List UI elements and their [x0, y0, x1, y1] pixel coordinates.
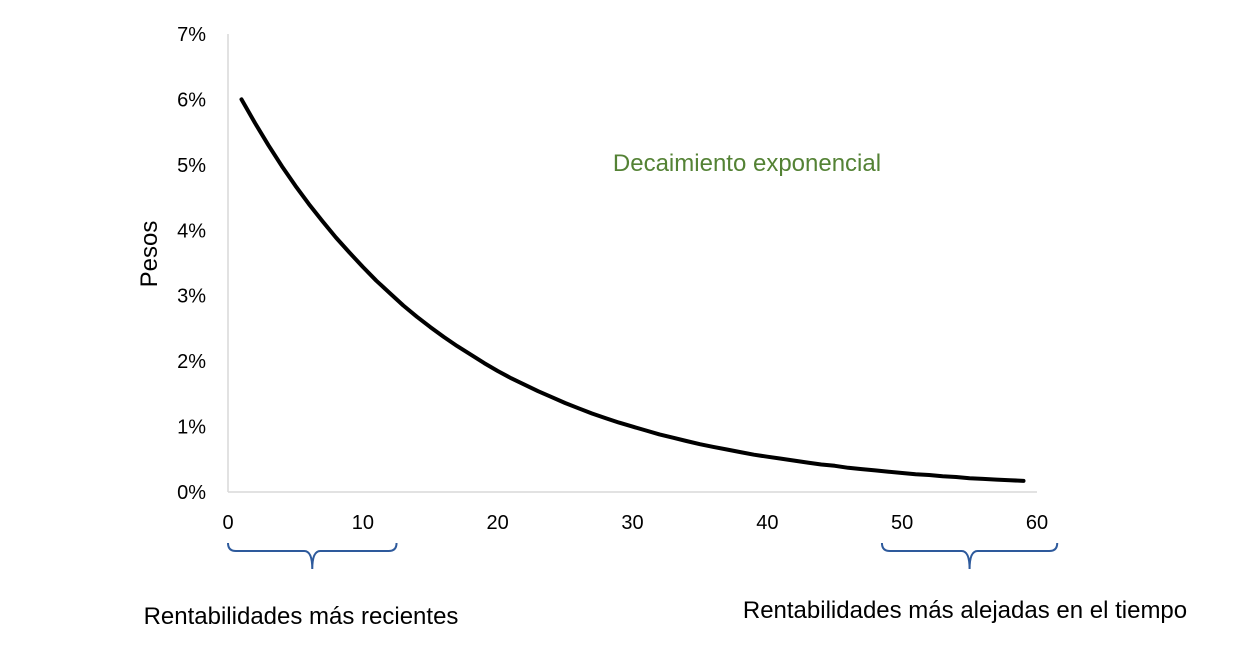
- x-tick-label: 0: [222, 512, 233, 534]
- brackets-group: [227, 542, 1059, 570]
- y-axis-label: Pesos: [136, 221, 163, 288]
- series-group: [239, 97, 1026, 483]
- x-tick-labels: 0 10 20 30 40 50 60: [222, 512, 1048, 534]
- y-tick-label: 3%: [177, 286, 206, 308]
- y-tick-label: 5%: [177, 155, 206, 177]
- y-tick-label: 2%: [177, 351, 206, 373]
- y-tick-label: 0%: [177, 482, 206, 504]
- y-tick-label: 6%: [177, 89, 206, 111]
- y-tick-label: 4%: [177, 220, 206, 242]
- bracket-label-distant: Rentabilidades más alejadas en el tiempo: [743, 597, 1187, 624]
- bracket-1: [880, 542, 1059, 570]
- x-tick-label: 20: [487, 512, 509, 534]
- x-tick-label: 40: [756, 512, 778, 534]
- x-tick-label: 10: [352, 512, 374, 534]
- y-tick-label: 1%: [177, 417, 206, 439]
- axes: [227, 34, 1037, 493]
- series-line-0: [239, 97, 1026, 483]
- x-tick-label: 50: [891, 512, 913, 534]
- annotation-decay: Decaimiento exponencial: [613, 150, 881, 177]
- x-tick-label: 60: [1026, 512, 1048, 534]
- y-tick-label: 7%: [177, 24, 206, 46]
- bracket-0: [227, 542, 398, 570]
- x-tick-label: 30: [621, 512, 643, 534]
- bracket-label-recent: Rentabilidades más recientes: [144, 603, 459, 630]
- y-tick-labels: 0% 1% 2% 3% 4% 5% 6% 7%: [177, 24, 206, 504]
